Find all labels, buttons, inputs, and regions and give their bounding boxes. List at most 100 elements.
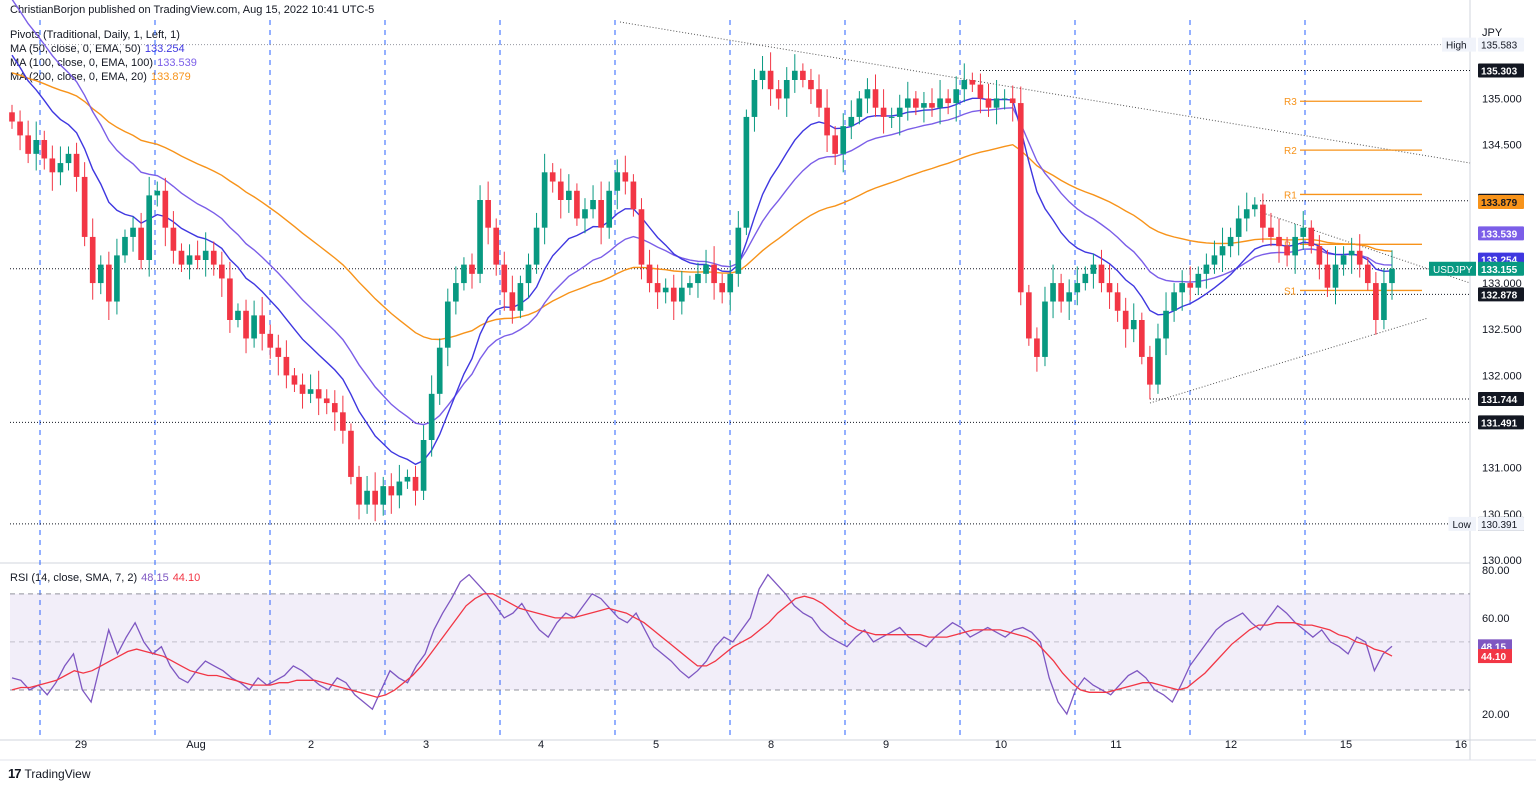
candle-body — [1179, 283, 1185, 293]
candle-body — [1268, 227, 1274, 237]
candle-body — [840, 126, 847, 154]
candle-body — [1050, 283, 1056, 302]
candle-body — [1106, 283, 1113, 293]
candle-body — [1243, 209, 1250, 219]
candle-body — [267, 333, 274, 348]
ma200-line — [11, 72, 1393, 341]
pivots-legend[interactable]: Pivots (Traditional, Daily, 1, Left, 1) — [10, 29, 180, 41]
candle-body — [25, 135, 31, 154]
candles-group — [9, 52, 1395, 522]
candle-body — [485, 200, 491, 228]
candle-body — [1147, 356, 1153, 385]
candle-body — [1389, 268, 1395, 284]
candle-body — [703, 264, 709, 274]
candle-body — [582, 209, 588, 219]
candle-body — [89, 236, 96, 284]
short-descending-trendline — [1259, 211, 1471, 284]
ma100-legend[interactable]: MA (100, close, 0, EMA, 100) 133.539 — [10, 57, 197, 69]
ma200-legend[interactable]: MA (200, close, 0, EMA, 20) 133.879 — [10, 71, 191, 83]
candle-body — [461, 264, 467, 284]
x-tick-label-8: 10 — [995, 739, 1007, 751]
candle-body — [81, 176, 88, 237]
candle-body — [953, 89, 960, 104]
candle-body — [1219, 246, 1226, 256]
rsi-signal-value: 44.10 — [172, 572, 201, 584]
candle-body — [73, 153, 80, 177]
candle-body — [1074, 283, 1081, 293]
candle-body — [856, 98, 863, 117]
x-tick-label-10: 12 — [1225, 739, 1237, 751]
candle-body — [17, 121, 23, 136]
price-label-7: 132.878 — [1481, 290, 1518, 301]
candle-body — [114, 255, 120, 302]
candle-body — [9, 112, 15, 122]
candle-body — [396, 481, 403, 496]
candle-body — [243, 310, 249, 339]
candle-body — [808, 80, 814, 90]
candle-body — [1139, 320, 1145, 357]
candle-body — [1227, 236, 1234, 247]
price-label-9: 131.491 — [1481, 418, 1518, 429]
price-label-1: 135.303 — [1481, 66, 1518, 77]
candle-body — [832, 135, 838, 154]
candle-body — [453, 283, 459, 302]
rsi-tick-label-0: 80.00 — [1482, 565, 1510, 577]
candle-body — [888, 116, 895, 118]
price-label-bg-3 — [1478, 194, 1524, 209]
candle-body — [194, 255, 201, 260]
candle-body — [493, 227, 500, 265]
candle-body — [444, 301, 451, 348]
price-label-bg-7 — [1478, 287, 1524, 302]
y-tick-label-4: 132.000 — [1482, 370, 1522, 382]
candle-body — [436, 347, 443, 394]
tradingview-logo[interactable]: 17 TradingView — [8, 766, 91, 781]
price-label-bg-9 — [1478, 415, 1524, 430]
rsi-legend[interactable]: RSI (14, close, SMA, 7, 2) 48.15 44.10 — [10, 572, 200, 584]
candle-body — [646, 264, 653, 284]
price-label-6: 133.155 — [1481, 265, 1518, 276]
candle-body — [307, 389, 314, 394]
x-tick-label-7: 9 — [883, 739, 889, 751]
y-tick-label-3: 132.500 — [1482, 324, 1522, 336]
candle-body — [1058, 283, 1064, 302]
candle-body — [469, 264, 475, 274]
price-label-bg-1 — [1478, 63, 1524, 78]
candle-body — [227, 278, 233, 320]
rsi-tick-label-1: 60.00 — [1482, 613, 1510, 625]
rsi-tick-label-2: 20.00 — [1482, 709, 1510, 721]
x-tick-label-5: 5 — [653, 739, 659, 751]
y-tick-label-1: 134.500 — [1482, 140, 1522, 152]
candle-body — [477, 200, 483, 274]
candle-body — [1381, 283, 1387, 320]
price-label-prefix-0: High — [1446, 41, 1467, 52]
candle-body — [937, 98, 943, 108]
rsi-value: 48.15 — [141, 572, 169, 584]
x-tick-label-11: 15 — [1340, 739, 1352, 751]
candle-body — [33, 140, 40, 154]
candle-body — [202, 250, 209, 260]
candle-body — [49, 158, 56, 173]
candle-body — [751, 80, 758, 117]
candle-body — [872, 89, 879, 108]
candle-body — [97, 264, 104, 284]
candle-body — [380, 486, 387, 505]
candle-body — [331, 403, 338, 413]
candle-body — [235, 310, 241, 320]
candle-body — [816, 89, 822, 108]
x-tick-label-2: 2 — [308, 739, 314, 751]
candle-body — [549, 172, 556, 182]
candle-body — [323, 398, 330, 404]
candle-body — [969, 80, 976, 85]
rsi-signal-line — [11, 593, 1393, 698]
candle-body — [1163, 310, 1169, 339]
candle-body — [1348, 250, 1355, 256]
candle-body — [557, 181, 564, 200]
candle-body — [759, 70, 766, 80]
candle-body — [259, 315, 265, 334]
candle-body — [654, 283, 661, 293]
candle-body — [767, 70, 774, 90]
candle-body — [412, 476, 419, 491]
ma100-line — [11, 0, 1393, 426]
y-tick-label-5: 131.000 — [1482, 463, 1522, 475]
